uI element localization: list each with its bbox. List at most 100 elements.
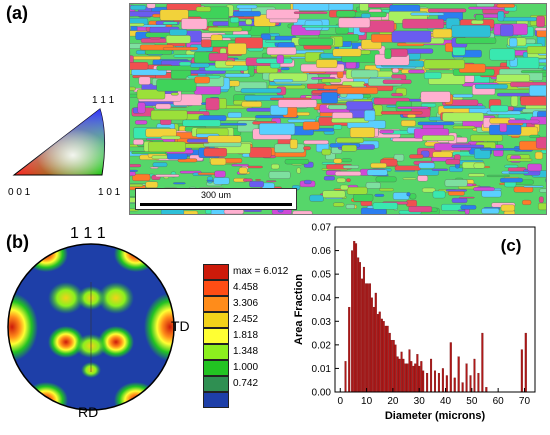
histogram-bar [430,359,432,392]
colorbar-value: 1.348 [233,346,258,357]
panel-c-label: (c) [501,236,522,255]
colorbar: max = 6.012 4.458 3.306 2.452 1.818 1.34… [203,264,303,412]
y-tick-label: 0.03 [312,317,332,328]
histogram-bar [446,376,448,393]
histogram-bar [466,364,468,392]
histogram-bar [399,359,401,392]
colorbar-value: 2.452 [233,314,258,325]
histogram-bar [363,267,365,392]
histogram-bar [373,307,375,392]
pole-figure-td-label: TD [171,318,190,334]
histogram-bar [422,371,424,392]
histogram-bar [426,373,428,392]
histogram-bar [357,258,359,392]
x-tick-label: 0 [337,396,343,407]
colorbar-swatch [203,296,229,312]
histogram-bar [387,326,389,392]
histogram-bar [485,387,487,392]
colorbar-swatch [203,280,229,296]
histogram-bar [420,361,422,392]
x-axis-title: Diameter (microns) [385,410,486,422]
histogram-bar [361,279,363,392]
pole-figure [6,242,176,412]
histogram-bar [348,307,350,392]
ebsd-orientation-map: 300 um [129,3,547,215]
scale-bar-line [140,203,292,206]
x-tick-label: 10 [361,396,373,407]
histogram-bar [525,333,527,392]
histogram-bar [474,359,476,392]
histogram-bar [379,312,381,392]
histogram-bar [434,371,436,392]
ipf-label-111: 1 1 1 [92,95,114,106]
x-tick-label: 50 [466,396,478,407]
colorbar-value: 1.818 [233,330,258,341]
histogram-bar [482,333,484,392]
histogram-bar [383,321,385,392]
scale-bar: 300 um [135,188,297,210]
x-tick-label: 20 [387,396,399,407]
histogram-bar [401,352,403,392]
x-tick-label: 60 [493,396,505,407]
colorbar-swatch [203,264,229,280]
histogram-bar [417,354,419,392]
histogram-bar [367,284,369,392]
y-tick-label: 0.02 [312,340,332,351]
scale-bar-label: 300 um [136,190,296,200]
colorbar-swatch [203,376,229,392]
histogram-bar [405,364,407,392]
histogram-bar [389,333,391,392]
histogram-bar [359,262,361,392]
histogram-bar [413,366,415,392]
histogram-bar [521,350,523,392]
histogram-bar [450,343,452,393]
histogram-bar [462,383,464,392]
colorbar-value: 3.306 [233,298,258,309]
y-tick-label: 0.04 [312,293,332,304]
panel-a-label: (a) [6,3,28,24]
histogram-bar [403,359,405,392]
ipf-label-101: 1 0 1 [98,187,120,198]
y-tick-label: 0.07 [312,223,332,234]
colorbar-swatch [203,312,229,328]
histogram-bar [410,361,412,392]
colorbar-swatch [203,344,229,360]
pole-figure-title: 1 1 1 [70,225,106,243]
histogram-bar [381,319,383,392]
colorbar-swatch [203,360,229,376]
histogram-bar [478,373,480,392]
x-tick-label: 40 [440,396,452,407]
pole-figure-rd-label: RD [78,404,98,420]
histogram-bar [438,373,440,392]
histogram-bar [385,326,387,392]
histogram-bar [391,340,393,392]
histogram-bar [369,284,371,392]
histogram-bar [409,350,411,392]
y-axis-title: Area Fraction [293,274,305,345]
histogram-bar [454,378,456,392]
pole-figure-graphic [6,242,176,412]
histogram-bar [355,244,357,393]
histogram-bar [458,357,460,392]
colorbar-value: 0.742 [233,378,258,389]
histogram-bar [353,241,355,392]
histogram-bar [375,293,377,392]
y-tick-label: 0.06 [312,246,332,257]
histogram-bar [395,345,397,392]
histogram-bar [442,368,444,392]
histogram-bar [377,314,379,392]
histogram-bar [365,284,367,392]
histogram-bar [470,376,472,393]
colorbar-swatch [203,392,229,408]
y-tick-label: 0.01 [312,364,332,375]
colorbar-value: 1.000 [233,362,258,373]
histogram-bar [414,364,416,392]
histogram-bar [397,357,399,392]
histogram-bar [393,340,395,392]
histogram-bar [345,361,347,392]
x-tick-label: 70 [519,396,531,407]
y-tick-label: 0.00 [312,388,332,399]
ipf-label-001: 0 0 1 [8,187,30,198]
